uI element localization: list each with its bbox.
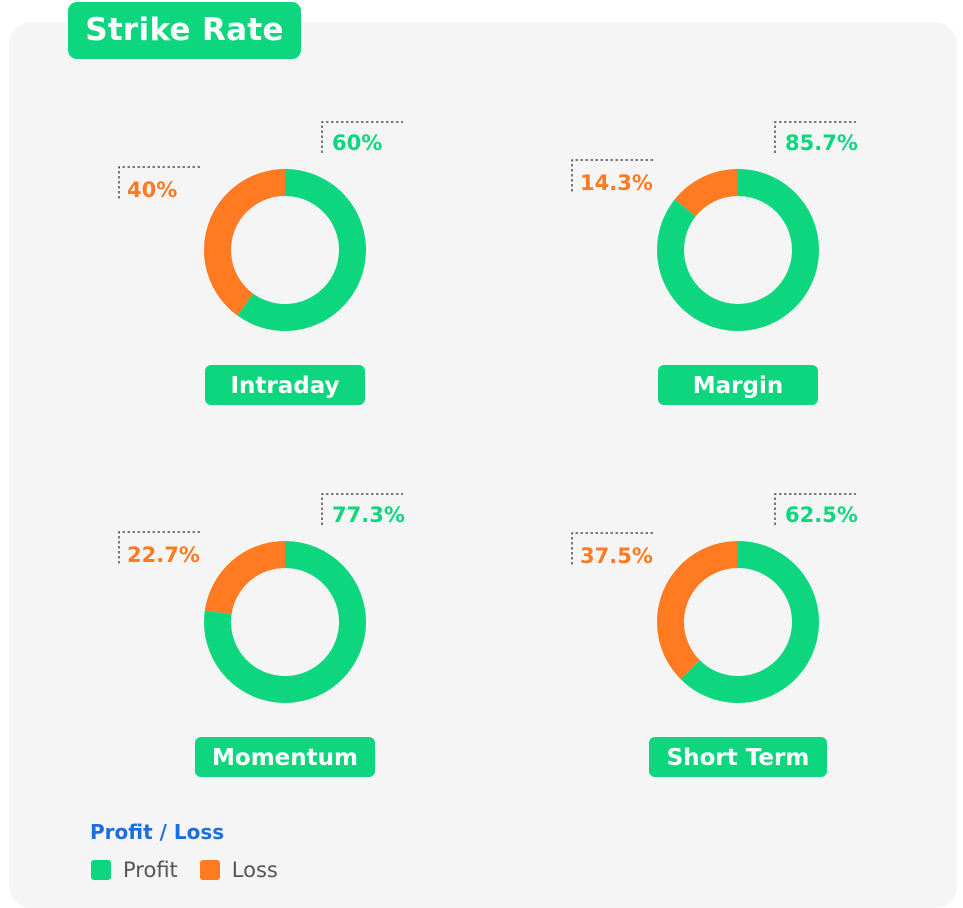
intraday-loss-value-label: 40%: [127, 178, 177, 202]
margin-profit-slice: [657, 169, 819, 331]
legend-item-loss: Loss: [199, 858, 278, 882]
margin-loss-leader-line: [571, 159, 653, 194]
momentum-profit-leader-line: [321, 493, 403, 525]
momentum-label-pill: [195, 737, 375, 777]
donut-chart-margin: 85.7% 14.3% Margin: [571, 121, 858, 405]
momentum-loss-value-label: 22.7%: [127, 543, 200, 567]
intraday-profit-value-label: 60%: [332, 131, 382, 155]
legend-label-loss: Loss: [231, 858, 278, 882]
margin-loss-value-label: 14.3%: [580, 171, 653, 195]
momentum-category-label: Momentum: [212, 745, 358, 771]
short-term-category-label: Short Term: [667, 745, 810, 771]
momentum-profit-value-label: 77.3%: [332, 503, 405, 527]
intraday-profit-leader-line: [321, 121, 403, 153]
momentum-loss-slice: [204, 541, 285, 615]
margin-profit-value-label: 85.7%: [785, 131, 858, 155]
short-term-profit-slice: [680, 541, 820, 704]
legend-label-profit: Profit: [123, 858, 178, 882]
margin-loss-slice: [674, 169, 738, 217]
profit-swatch-icon: [91, 860, 111, 880]
short-term-label-pill: [649, 737, 827, 777]
donut-chart-short-term: 62.5% 37.5% Short Term: [571, 493, 858, 777]
intraday-category-label: Intraday: [230, 373, 339, 399]
legend-item-profit: Profit: [91, 858, 178, 882]
margin-label-pill: [658, 365, 818, 405]
margin-profit-leader-line: [774, 121, 856, 153]
legend: Profit Loss: [91, 858, 300, 882]
legend-title: Profit / Loss: [90, 820, 225, 844]
momentum-profit-slice: [203, 541, 366, 703]
short-term-loss-value-label: 37.5%: [580, 544, 653, 568]
short-term-profit-leader-line: [774, 493, 856, 525]
momentum-loss-leader-line: [118, 531, 200, 566]
loss-swatch-icon: [199, 860, 220, 880]
page-title: Strike Rate: [68, 2, 301, 59]
margin-category-label: Margin: [693, 373, 783, 399]
intraday-loss-slice: [204, 169, 285, 316]
intraday-loss-leader-line: [118, 166, 200, 201]
short-term-loss-leader-line: [571, 532, 653, 567]
intraday-label-pill: [205, 365, 365, 405]
short-term-loss-slice: [657, 541, 738, 680]
donut-chart-intraday: 60% 40% Intraday: [118, 121, 403, 405]
intraday-profit-slice: [237, 168, 367, 332]
donut-chart-momentum: 77.3% 22.7% Momentum: [118, 493, 405, 777]
short-term-profit-value-label: 62.5%: [785, 503, 858, 527]
